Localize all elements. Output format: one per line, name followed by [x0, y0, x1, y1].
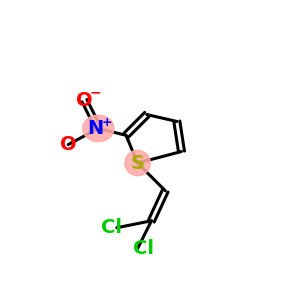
Text: Cl: Cl [133, 239, 154, 258]
Text: O: O [60, 135, 76, 154]
Text: +: + [102, 116, 112, 129]
Ellipse shape [83, 115, 114, 142]
Text: −: − [89, 85, 101, 100]
Ellipse shape [125, 150, 150, 176]
Text: N: N [87, 119, 104, 138]
Text: Cl: Cl [100, 218, 122, 237]
Text: S: S [130, 154, 145, 172]
Text: O: O [76, 91, 93, 110]
